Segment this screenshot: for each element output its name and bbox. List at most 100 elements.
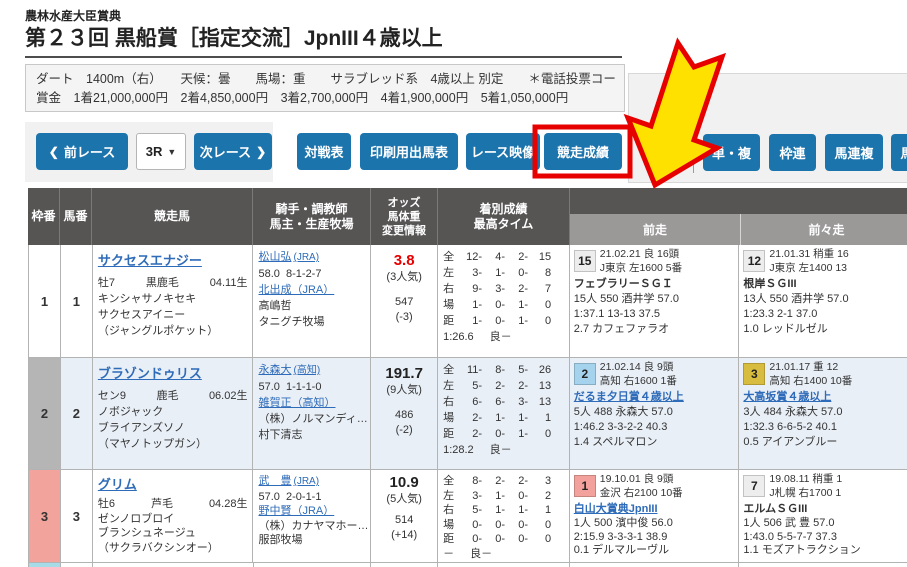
table-row: 1 1 サクセスエナジー 牡7 黒鹿毛 04.11生 キンシャサノキセキ サクセ… xyxy=(28,245,907,358)
best-time: 1:28.2 良－ xyxy=(443,444,512,456)
horse-name-link[interactable]: ブラゾンドゥリス xyxy=(97,366,202,381)
popularity: (5人気) xyxy=(386,493,422,505)
matchup-table-button[interactable]: 対戦表 xyxy=(297,133,351,170)
jockey-link[interactable]: 松山弘 (JRA) xyxy=(258,251,320,263)
carried-weight-record: 58.0 8-1-2-7 xyxy=(258,268,322,280)
prev-race-course: J東京 左1600 5番 xyxy=(599,261,683,274)
header-jockey: 騎手・調教師 馬主・生産牧場 xyxy=(253,188,371,245)
next-race-label: 次レース xyxy=(199,145,252,160)
record-line: 左 3- 1- 0- 2 xyxy=(443,489,552,502)
carried-weight-record: 57.0 1-1-1-0 xyxy=(258,381,322,393)
horse-cell: サクセスエナジー 牡7 黒鹿毛 04.11生 キンシャサノキセキ サクセスアイニ… xyxy=(93,245,254,357)
prev-race-date: 19.08.11 稍重 1 xyxy=(769,473,843,485)
race-number-value: 3R xyxy=(145,144,163,159)
odds-value: 10.9 xyxy=(389,474,419,491)
farm: 服部牧場 xyxy=(258,534,303,546)
header-prev2: 前々走 xyxy=(740,214,907,245)
record-line: 右 9- 3- 2- 7 xyxy=(443,283,552,295)
prev-race-detail: 15人 550 酒井学 57.0 xyxy=(573,293,679,305)
chevron-down-icon: ▼ xyxy=(167,146,177,157)
horse-name-link[interactable]: グリム xyxy=(97,477,137,492)
dam: サクセスアイニー xyxy=(97,309,186,321)
header-record: 着別成績 最高タイム xyxy=(438,188,570,245)
record-cell: 全 8- 2- 2- 3 左 3- 1- 0- 2 右 5- 1- 1- 1 場 0- 0- 0- 0 距 0- 0… xyxy=(438,470,570,562)
prev-race-cell: 1 19.10.01 良 9頭 金沢 右2100 10番 白山大賞典JpnIII… xyxy=(570,470,740,562)
record-line: 全 11- 8- 5- 26 xyxy=(443,364,552,376)
prev-race-button[interactable]: ❮ 前レース xyxy=(36,133,128,170)
damsire: （ジャングルポケット） xyxy=(97,325,219,337)
odds-value: 3.8 xyxy=(393,252,415,269)
odds-cell: 3.8 (3人気) 547 (-3) xyxy=(371,245,439,357)
best-time: 1:26.6 良－ xyxy=(443,331,512,343)
race-results-button[interactable]: 競走成績 xyxy=(544,133,622,170)
header-prev1: 前走 xyxy=(642,223,667,237)
bracket-quinella-odds-button[interactable]: 枠連 xyxy=(769,134,816,171)
exacta-odds-button[interactable]: 馬連単 xyxy=(891,134,907,171)
header-prev-group-top xyxy=(570,188,907,214)
chevron-left-icon: ❮ xyxy=(48,144,59,159)
waku-number: 3 xyxy=(29,470,61,562)
win-place-odds-button[interactable]: 単・複 xyxy=(703,134,760,171)
prev-race-detail: 1:37.1 13-13 37.5 xyxy=(573,308,661,320)
carried-weight-record: 57.0 2-0-1-1 xyxy=(258,490,322,503)
record-line: 場 2- 1- 1- 1 xyxy=(443,412,552,424)
prev-race-detail: 1:43.0 5-5-7-7 37.3 xyxy=(743,530,837,543)
finish-position-badge: 1 xyxy=(573,475,596,497)
finish-position-badge: 15 xyxy=(573,250,596,272)
owner: 高嶋哲 xyxy=(258,300,292,312)
farm: 村下清志 xyxy=(258,429,303,441)
record-line: 左 5- 2- 2- 13 xyxy=(443,380,552,392)
waku-number xyxy=(29,563,61,567)
print-entry-table-button[interactable]: 印刷用出馬表 xyxy=(360,133,458,170)
trainer-link[interactable]: 野中賢（JRA） xyxy=(258,505,335,517)
finish-position-badge: 12 xyxy=(743,250,766,272)
damsire: （サクラバクシンオー） xyxy=(97,541,219,554)
record-line: 距 1- 0- 1- 0 xyxy=(443,315,552,327)
quinella-odds-button[interactable]: 馬連複 xyxy=(825,134,883,171)
prev-race-date: 21.01.31 稍重 16 xyxy=(769,248,849,260)
prev-race-detail: 1.1 モズアトラクション xyxy=(743,544,861,556)
table-row: 3 3 グリム 牡6 芦毛 04.28生 ゼンノロブロイ ブランシュネージュ （… xyxy=(28,470,907,563)
prev-race-detail: 1:32.3 6-6-5-2 40.1 xyxy=(743,421,837,433)
odds-panel-divider xyxy=(693,137,694,173)
prev-race-detail: 2:15.9 3-3-3-1 38.9 xyxy=(573,530,668,543)
horse-profile: 牡6 芦毛 04.28生 xyxy=(97,498,248,510)
horse-weight: 514 xyxy=(394,514,414,526)
odds-value: 191.7 xyxy=(385,365,423,382)
next-race-button[interactable]: 次レース ❯ xyxy=(194,133,272,170)
race-number-select[interactable]: 3R ▼ xyxy=(136,133,186,170)
header-prev-group: 前走 前々走 xyxy=(570,188,907,245)
jockey-cell: 武 豊 (JRA) 57.0 2-0-1-1 野中賢（JRA） （株）カナヤマホー… xyxy=(253,470,372,562)
prev-race-date: 19.10.01 良 9頭 xyxy=(599,473,674,485)
jockey-link[interactable]: 永森大 (高知) xyxy=(258,364,321,376)
prev-race-name-link[interactable]: 大高坂賞４歳以上 xyxy=(743,391,832,403)
trainer-link[interactable]: 雑賀正（高知） xyxy=(258,397,336,409)
horse-weight-change: (-3) xyxy=(395,311,413,323)
jockey-cell: 永森大 (高知) 57.0 1-1-1-0 雑賀正（高知） （株）ノルマンディ… … xyxy=(253,358,372,469)
trainer-link[interactable]: 北出成（JRA） xyxy=(258,284,335,296)
prev-race-name-link[interactable]: 白山大賞典JpnIII xyxy=(573,503,658,515)
header-waku: 枠番 xyxy=(28,188,60,245)
prev-race-detail: 0.5 アイアンブルー xyxy=(743,436,838,448)
record-line: 全 12- 4- 2- 15 xyxy=(443,251,552,263)
prize-money: 賞金 1着21,000,000円 2着4,850,000円 3着2,700,00… xyxy=(36,91,569,105)
record-line: 左 3- 1- 0- 8 xyxy=(443,267,552,279)
prev-race-course: J札幌 右1700 1 xyxy=(769,486,842,499)
prev-race-course: 高知 右1400 10番 xyxy=(769,374,853,387)
race-info-box: ダート 1400m（右） 天候：曇 馬場：重 サラブレッド系 4歳以上 別定 ＊… xyxy=(25,64,625,112)
prev-race-cell: 15 21.02.21 良 16頭 J東京 左1600 5番 フェブラリーＳＧＩ… xyxy=(570,245,740,357)
jockey-link[interactable]: 武 豊 (JRA) xyxy=(258,475,320,487)
horse-name-link[interactable]: サクセスエナジー xyxy=(97,253,202,268)
odds-panel-label: オッズ xyxy=(642,149,688,166)
dam: ブライアンズソノ xyxy=(97,422,185,434)
record-line: 右 6- 6- 3- 13 xyxy=(443,396,552,408)
record-line: 全 8- 2- 2- 3 xyxy=(443,475,552,487)
prev-race-detail: 1人 506 武 豊 57.0 xyxy=(743,517,835,529)
prev-race-name-link[interactable]: だるま夕日賞４歳以上 xyxy=(573,391,684,403)
horse-cell: ブラゾンドゥリス セン9 鹿毛 06.02生 ノボジャック ブライアンズソノ （… xyxy=(93,358,254,469)
table-row-partial xyxy=(28,563,907,567)
finish-position-badge: 3 xyxy=(743,363,766,385)
race-video-button[interactable]: レース映像 xyxy=(466,133,540,170)
prev2-race-cell: 12 21.01.31 稍重 16 J東京 左1400 13 根岸ＳＧIII 1… xyxy=(739,245,907,357)
header-uma: 馬番 xyxy=(60,188,92,245)
